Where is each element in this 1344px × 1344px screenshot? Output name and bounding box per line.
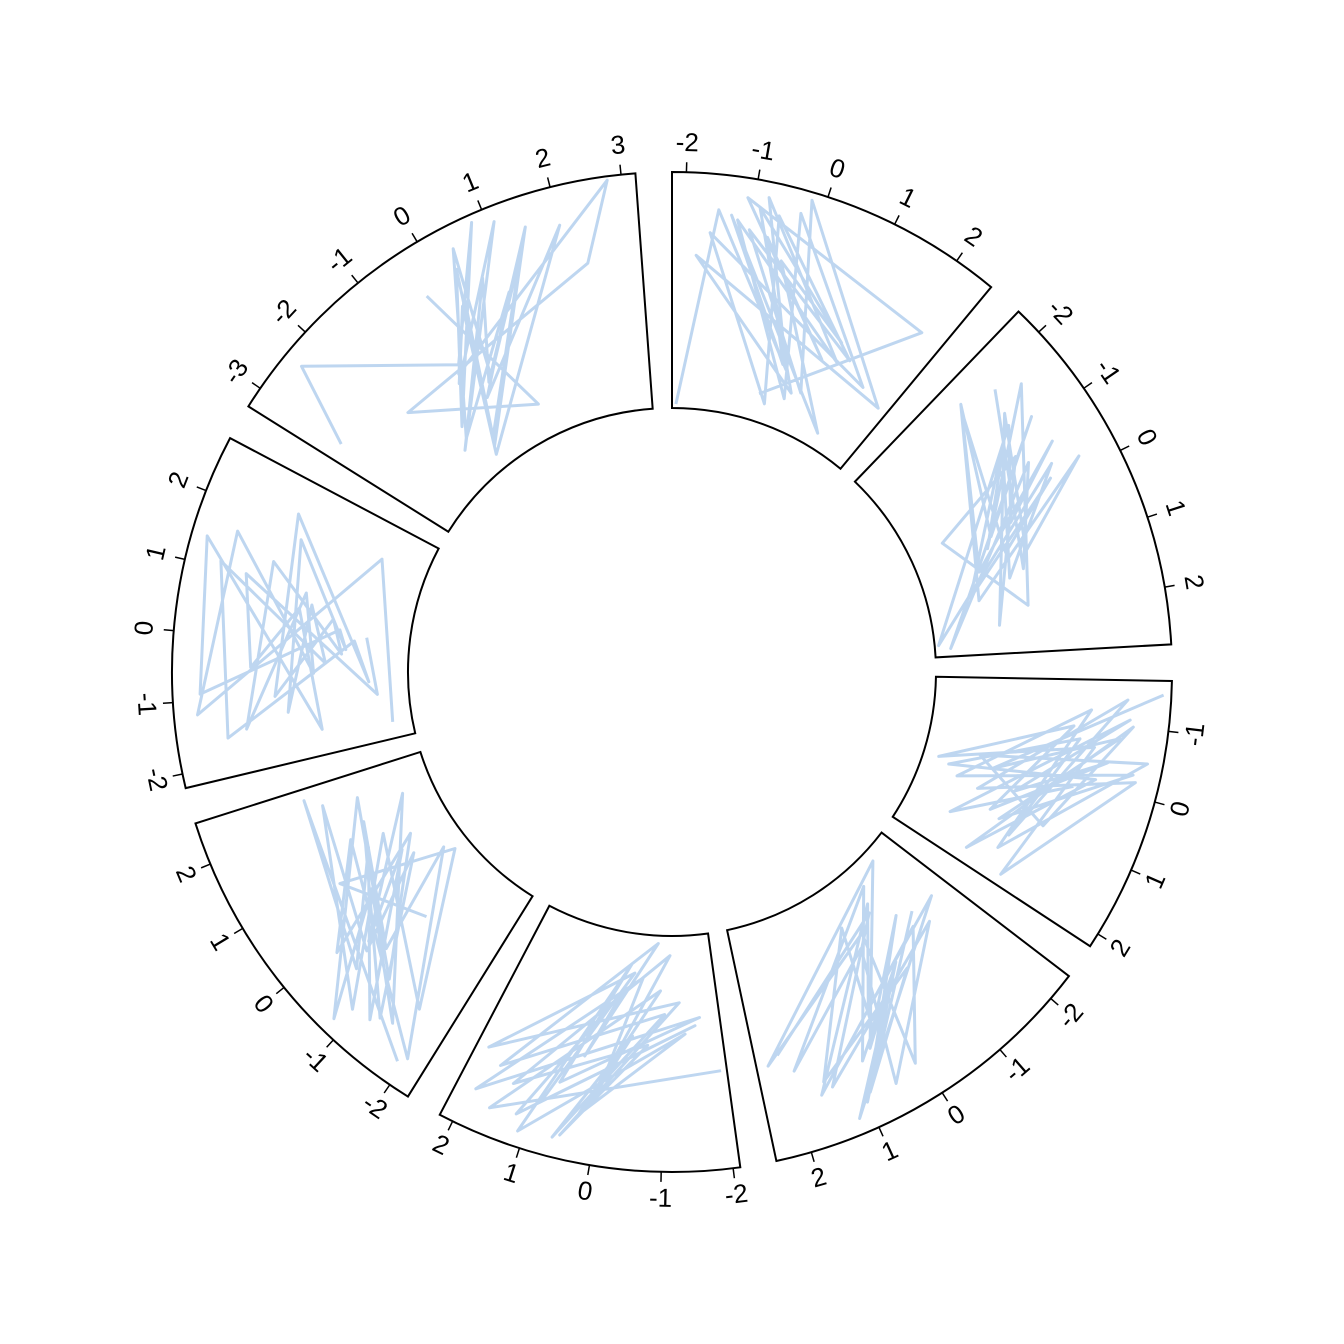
- x-tick-label: 1: [1160, 496, 1193, 519]
- x-tick-label: 3: [609, 129, 626, 160]
- sector-frame: [891, 675, 1173, 948]
- x-tick: [878, 1126, 884, 1137]
- x-tick-label: -2: [675, 127, 699, 158]
- x-tick-label: 0: [942, 1098, 970, 1131]
- x-tick-label: 1: [877, 1134, 903, 1167]
- x-tick: [1083, 382, 1093, 389]
- data-line: [474, 942, 722, 1139]
- x-tick-label: -2: [357, 1087, 393, 1125]
- data-line: [302, 791, 457, 1062]
- x-tick-label: -3: [217, 353, 255, 389]
- x-tick-label: 0: [128, 620, 159, 637]
- x-tick-label: 2: [170, 862, 203, 887]
- x-tick: [1164, 584, 1175, 588]
- x-tick-label: -2: [723, 1178, 750, 1211]
- data-line: [196, 512, 395, 740]
- x-tick-label: 2: [1103, 934, 1136, 962]
- x-tick-label: 2: [1178, 572, 1210, 591]
- x-tick: [732, 1168, 736, 1179]
- x-tick: [1050, 997, 1059, 1006]
- x-tick-label: 0: [248, 989, 280, 1019]
- x-tick: [1154, 801, 1165, 806]
- x-tick-label: 1: [458, 165, 483, 198]
- x-tick-label: -1: [321, 241, 358, 279]
- x-tick: [477, 200, 483, 210]
- x-tick-label: 2: [532, 142, 553, 175]
- x-tick: [200, 863, 211, 869]
- x-tick: [196, 486, 207, 492]
- x-tick: [447, 1120, 454, 1131]
- x-tick: [546, 177, 551, 188]
- x-tick-label: -1: [998, 1050, 1035, 1088]
- x-tick: [1147, 513, 1158, 518]
- sector-frame: [247, 172, 654, 534]
- x-tick: [941, 1092, 949, 1102]
- x-tick: [383, 1084, 391, 1094]
- sector-frame: [725, 831, 1071, 1163]
- sector-frame: [438, 904, 742, 1173]
- x-tick-label: 0: [826, 152, 849, 185]
- x-tick-label: 2: [807, 1161, 829, 1194]
- x-tick-label: -1: [749, 133, 777, 167]
- x-tick: [999, 1049, 1007, 1058]
- x-tick-label: 1: [895, 181, 921, 214]
- data-line: [937, 693, 1165, 876]
- sector-frame: [671, 170, 993, 471]
- x-tick-label: -1: [1178, 721, 1211, 748]
- x-tick-label: -1: [131, 692, 162, 717]
- x-tick: [810, 1151, 815, 1163]
- x-tick-label: 1: [500, 1156, 523, 1189]
- x-tick: [893, 215, 900, 225]
- x-tick: [587, 1165, 591, 1176]
- data-line: [766, 859, 933, 1120]
- x-tick: [619, 164, 622, 175]
- x-tick: [275, 986, 285, 995]
- x-tick: [956, 252, 963, 262]
- x-tick-label: 0: [1163, 798, 1196, 820]
- x-tick: [1130, 869, 1141, 875]
- x-tick: [1097, 933, 1107, 940]
- sector-frame: [853, 310, 1173, 659]
- x-tick: [233, 927, 244, 935]
- x-tick-label: 0: [576, 1175, 595, 1207]
- x-tick-label: 1: [1138, 868, 1171, 893]
- x-tick-label: 2: [428, 1128, 454, 1161]
- x-tick: [515, 1147, 521, 1158]
- x-tick: [297, 324, 306, 333]
- data-line: [674, 196, 924, 435]
- x-tick: [1168, 730, 1179, 734]
- x-tick: [827, 187, 832, 198]
- x-tick-label: 0: [1131, 424, 1164, 450]
- x-tick-label: -2: [1042, 293, 1080, 330]
- x-tick: [757, 169, 761, 180]
- x-tick: [251, 382, 261, 389]
- data-line: [300, 178, 609, 456]
- x-tick: [326, 1039, 334, 1048]
- x-tick-label: -1: [1090, 353, 1128, 389]
- data-line: [937, 382, 1081, 650]
- sector-frame: [171, 436, 441, 790]
- x-tick: [163, 629, 174, 632]
- sector-frame: [194, 750, 534, 1098]
- x-tick-label: -2: [1051, 997, 1089, 1034]
- x-tick-label: 0: [388, 199, 416, 232]
- x-tick-label: 2: [959, 220, 988, 253]
- x-tick: [174, 556, 186, 561]
- x-tick: [1038, 324, 1047, 333]
- x-tick-label: -1: [649, 1183, 673, 1213]
- x-tick-label: -2: [140, 765, 174, 794]
- x-tick-label: 1: [204, 928, 237, 956]
- x-tick: [411, 232, 418, 243]
- x-tick-label: -2: [264, 293, 302, 330]
- x-tick: [172, 773, 183, 777]
- x-tick-label: 1: [139, 542, 171, 563]
- x-tick: [162, 701, 173, 704]
- x-tick-label: 2: [161, 467, 194, 491]
- x-tick: [351, 274, 359, 284]
- x-tick: [1119, 445, 1130, 452]
